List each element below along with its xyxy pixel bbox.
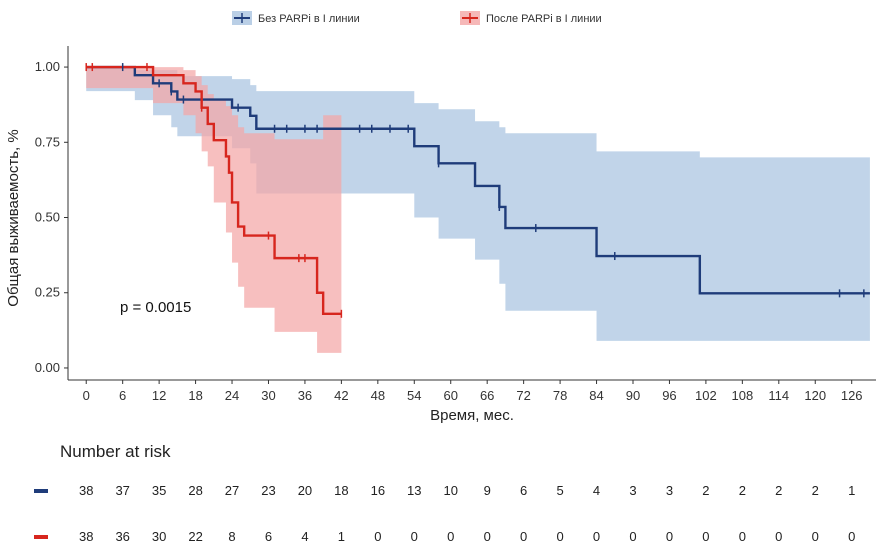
risk-count: 23 — [261, 483, 275, 498]
risk-count: 0 — [447, 529, 454, 544]
risk-count: 2 — [739, 483, 746, 498]
risk-count: 3 — [666, 483, 673, 498]
x-tick-label: 102 — [695, 388, 717, 403]
survival-curves — [86, 65, 870, 316]
x-axis-title: Время, мес. — [430, 407, 514, 424]
x-tick-label: 126 — [841, 388, 863, 403]
y-tick-label: 0.50 — [35, 210, 60, 225]
risk-count: 4 — [301, 529, 308, 544]
x-tick-label: 30 — [261, 388, 275, 403]
risk-count: 0 — [556, 529, 563, 544]
x-tick-label: 18 — [188, 388, 202, 403]
x-tick-label: 24 — [225, 388, 239, 403]
x-tick-label: 84 — [589, 388, 603, 403]
risk-table-title: Number at risk — [60, 442, 171, 461]
y-tick-label: 0.75 — [35, 134, 60, 149]
risk-count: 0 — [666, 529, 673, 544]
risk-count: 20 — [298, 483, 312, 498]
risk-count: 38 — [79, 483, 93, 498]
risk-count: 5 — [556, 483, 563, 498]
confidence-band-1 — [86, 67, 870, 341]
risk-count: 10 — [444, 483, 458, 498]
x-tick-label: 42 — [334, 388, 348, 403]
risk-count: 2 — [702, 483, 709, 498]
risk-count: 4 — [593, 483, 600, 498]
risk-count: 0 — [484, 529, 491, 544]
legend-label-1: Без PARPi в I линии — [258, 13, 360, 25]
censor-marks — [85, 63, 865, 318]
risk-count: 1 — [848, 483, 855, 498]
survival-curve-2 — [86, 65, 342, 316]
legend-label-2: После PARPi в I линии — [486, 13, 602, 25]
risk-row-swatch-1 — [34, 489, 48, 493]
risk-count: 35 — [152, 483, 166, 498]
risk-count: 2 — [775, 483, 782, 498]
x-tick-label: 6 — [119, 388, 126, 403]
risk-count: 0 — [702, 529, 709, 544]
y-tick-label: 1.00 — [35, 59, 60, 74]
risk-count: 38 — [79, 529, 93, 544]
risk-count: 0 — [848, 529, 855, 544]
risk-table: Number at risk 38 37 35 28 27 23 20 18 16 13 10 9 6 5… — [34, 442, 855, 544]
risk-count: 9 — [484, 483, 491, 498]
x-tick-label: 72 — [516, 388, 530, 403]
risk-count: 0 — [593, 529, 600, 544]
risk-count: 0 — [739, 529, 746, 544]
x-tick-label: 78 — [553, 388, 567, 403]
risk-count: 2 — [812, 483, 819, 498]
x-tick-label: 108 — [731, 388, 753, 403]
risk-count: 16 — [371, 483, 385, 498]
risk-count: 6 — [265, 529, 272, 544]
y-tick-label: 0.00 — [35, 360, 60, 375]
x-tick-label: 0 — [83, 388, 90, 403]
x-tick-label: 114 — [768, 388, 789, 403]
risk-count: 37 — [115, 483, 129, 498]
risk-count: 13 — [407, 483, 421, 498]
x-tick-label: 54 — [407, 388, 421, 403]
risk-count: 6 — [520, 483, 527, 498]
risk-count: 27 — [225, 483, 239, 498]
y-tick-label: 0.25 — [35, 285, 60, 300]
x-tick-label: 96 — [662, 388, 676, 403]
legend: Без PARPi в I линии После PARPi в I линии — [232, 11, 602, 25]
risk-count: 0 — [775, 529, 782, 544]
x-tick-label: 90 — [626, 388, 640, 403]
survival-curve-1 — [86, 65, 870, 295]
x-tick-label: 48 — [371, 388, 385, 403]
p-value-annotation: p = 0.0015 — [120, 299, 191, 316]
x-tick-label: 60 — [444, 388, 458, 403]
risk-count: 36 — [115, 529, 129, 544]
risk-count: 1 — [338, 529, 345, 544]
confidence-bands — [86, 67, 870, 353]
risk-count: 30 — [152, 529, 166, 544]
x-tick-label: 120 — [804, 388, 826, 403]
risk-count: 0 — [812, 529, 819, 544]
risk-count: 3 — [629, 483, 636, 498]
risk-count: 28 — [188, 483, 202, 498]
risk-count: 22 — [188, 529, 202, 544]
x-tick-label: 66 — [480, 388, 494, 403]
x-tick-label: 12 — [152, 388, 166, 403]
y-axis-title: Общая выживаемость, % — [5, 129, 22, 306]
risk-count: 0 — [520, 529, 527, 544]
risk-row-swatch-2 — [34, 535, 48, 539]
x-tick-label: 36 — [298, 388, 312, 403]
risk-count: 0 — [374, 529, 381, 544]
axes: 0.00 0.25 0.50 0.75 1.00 0 6 12 18 24 30 36 42 48 54 60… — [35, 46, 876, 403]
risk-count: 8 — [228, 529, 235, 544]
risk-count: 0 — [411, 529, 418, 544]
risk-count: 18 — [334, 483, 348, 498]
risk-count: 0 — [629, 529, 636, 544]
confidence-band-2 — [86, 67, 342, 353]
